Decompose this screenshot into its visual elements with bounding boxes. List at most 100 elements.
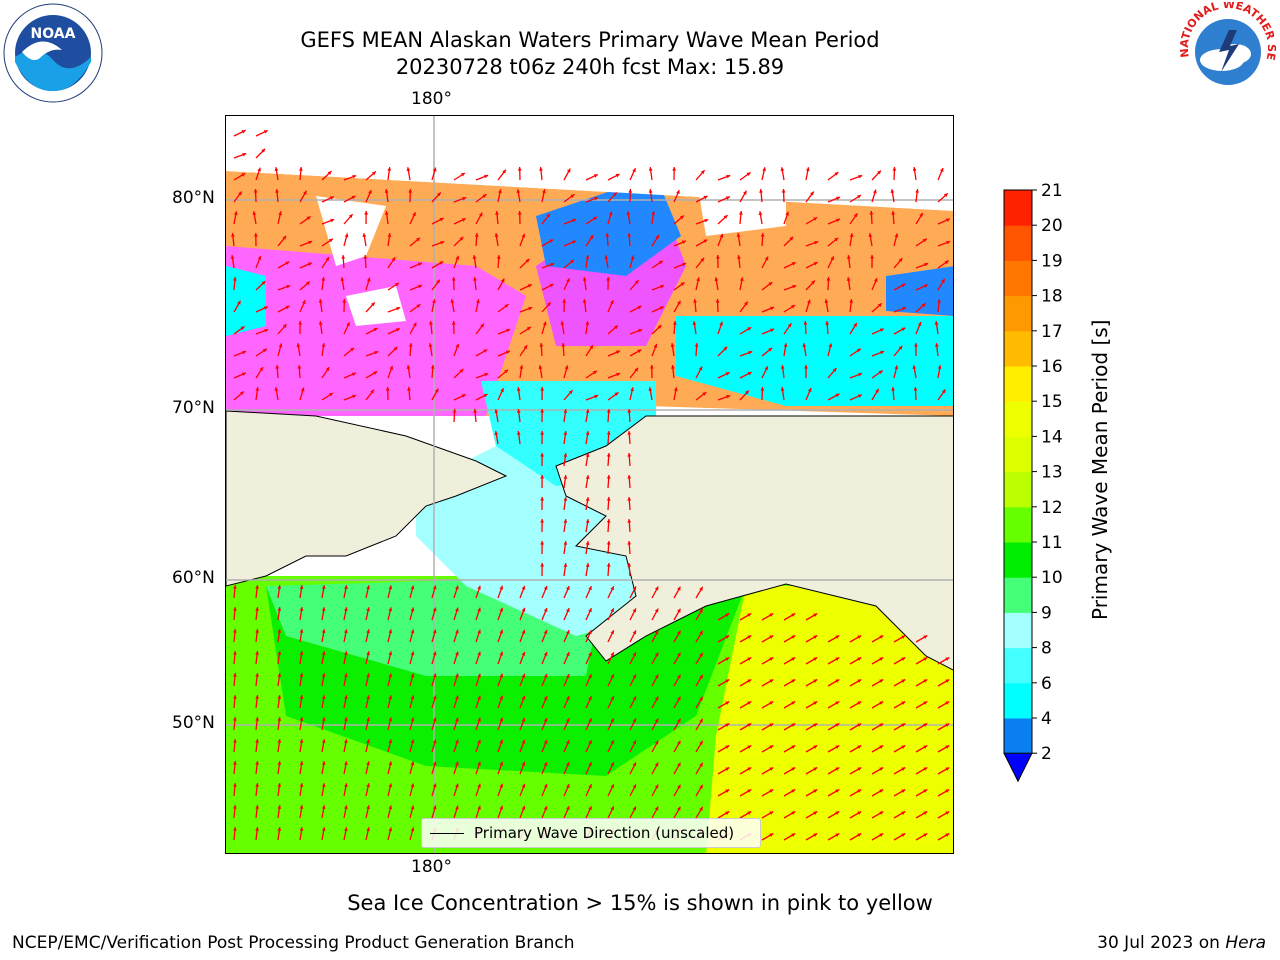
colorbar-tick-label: 21	[1041, 181, 1063, 201]
wave-arrow-head	[898, 258, 903, 263]
wave-arrow-head	[610, 696, 614, 701]
wave-arrow-head	[653, 343, 658, 348]
wave-arrow-head	[395, 328, 400, 332]
wave-arrow-head	[791, 679, 796, 683]
lon-label-top: 180°	[411, 89, 452, 109]
wave-arrow-head	[459, 236, 464, 241]
colorbar-tick-label: 20	[1041, 216, 1063, 236]
wave-arrow-head	[366, 607, 370, 612]
colorbar-tick-label: 4	[1041, 709, 1052, 729]
lat-label-50: 50°N	[172, 713, 215, 733]
wave-arrow-head	[252, 211, 257, 215]
colorbar: 2 4 6 8 9 10 11 12 13 14 15 16 17 18 19 20 21	[1003, 181, 1063, 783]
wave-arrow-head	[849, 233, 854, 237]
wave-arrow-head	[677, 696, 681, 701]
wave-arrow-head	[723, 215, 728, 219]
wave-arrow-head	[627, 431, 632, 435]
wave-arrow-head	[806, 299, 811, 304]
wave-arrow-head	[676, 190, 680, 195]
wave-arrow-head	[725, 723, 730, 727]
wave-arrow-head	[240, 326, 245, 331]
wave-arrow-head	[363, 255, 368, 259]
wave-arrow-head	[934, 343, 939, 347]
colorbar-segment	[1004, 577, 1032, 613]
wave-arrow-head	[298, 321, 303, 325]
wave-arrow-head	[344, 827, 348, 832]
wave-arrow-head	[410, 739, 415, 744]
wave-arrow-head	[764, 256, 769, 261]
wave-arrow-head	[588, 630, 592, 635]
wave-arrow-head	[366, 783, 370, 788]
wave-arrow-head	[835, 657, 840, 661]
wave-arrow-head	[327, 171, 332, 175]
wave-arrow-head	[232, 651, 237, 655]
wave-arrow-head	[901, 679, 906, 683]
wave-arrow-head	[366, 695, 370, 700]
wave-arrow-head	[480, 323, 484, 328]
wave-arrow-head	[627, 497, 632, 501]
wave-arrow-head	[654, 586, 659, 591]
wave-arrow-head	[813, 723, 818, 727]
wave-arrow-head	[791, 833, 796, 837]
wave-arrow-head	[432, 607, 437, 612]
wave-arrow-head	[388, 717, 393, 722]
wave-arrow-head	[912, 365, 917, 369]
wave-arrow-head	[634, 367, 639, 372]
wave-arrow-head	[627, 541, 632, 545]
wave-arrow-head	[648, 189, 653, 193]
wave-arrow-head	[543, 629, 548, 634]
wave-arrow-head	[499, 739, 504, 744]
wave-arrow-head	[677, 300, 681, 305]
wave-arrow-head	[521, 695, 526, 700]
wave-arrow-head	[230, 233, 235, 237]
wave-arrow-head	[408, 343, 413, 347]
wave-arrow-head	[394, 282, 399, 287]
wave-arrow-head	[923, 679, 928, 683]
wave-arrow-head	[253, 189, 258, 193]
wave-arrow-head	[943, 193, 948, 198]
wave-arrow-head	[527, 284, 532, 288]
wave-arrow-head	[588, 784, 592, 789]
wave-arrow-head	[255, 695, 260, 699]
wave-arrow-head	[516, 189, 521, 193]
wave-arrow-head	[472, 255, 477, 259]
wave-arrow-head	[764, 366, 768, 371]
wave-arrow-head	[506, 328, 511, 333]
wave-arrow-head	[891, 211, 896, 215]
wave-arrow-head	[477, 607, 481, 612]
wave-arrow-head	[699, 762, 703, 767]
wave-arrow-head	[406, 167, 411, 171]
wave-arrow-head	[516, 409, 521, 413]
wave-arrow-head	[543, 717, 548, 722]
wave-arrow-head	[901, 327, 906, 332]
wave-arrow-head	[478, 212, 483, 217]
wave-arrow-head	[299, 629, 304, 633]
wave-arrow-head	[299, 783, 304, 787]
wave-arrow-head	[232, 739, 237, 743]
wave-field-blue-east	[886, 266, 953, 316]
wave-arrow-head	[714, 277, 719, 281]
wave-arrow-head	[835, 789, 840, 793]
wave-direction-arrows	[230, 129, 951, 841]
wave-arrow-head	[747, 679, 752, 683]
wave-arrow-head	[805, 167, 810, 172]
wave-arrow-head	[677, 652, 681, 657]
wave-arrow-head	[410, 761, 415, 766]
wave-arrow-head	[477, 805, 481, 810]
wave-arrow-head	[585, 497, 590, 501]
wave-arrow-head	[725, 679, 730, 683]
wave-arrow-head	[791, 723, 796, 727]
wave-arrow-head	[585, 255, 590, 259]
wave-arrow-head	[632, 762, 637, 767]
wave-arrow-head	[588, 718, 592, 723]
wave-arrow-head	[677, 674, 681, 679]
wave-arrow-head	[366, 717, 370, 722]
wave-arrow-head	[255, 827, 260, 831]
wave-arrow-head	[613, 325, 618, 330]
wave-arrow-head	[769, 613, 774, 617]
wave-arrow-head	[387, 233, 392, 237]
wave-arrow-head	[566, 586, 570, 591]
wave-arrow-head	[648, 387, 653, 391]
wave-arrow-head	[255, 673, 260, 677]
wave-arrow-head	[835, 701, 840, 705]
